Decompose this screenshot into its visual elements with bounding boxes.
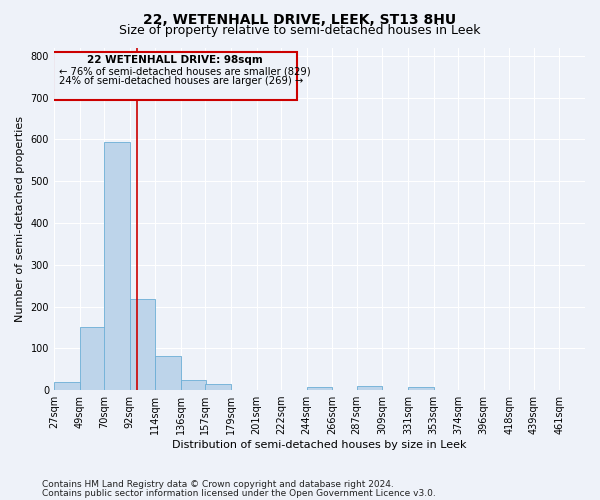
Bar bbox=[307, 387, 332, 390]
Bar bbox=[357, 386, 382, 390]
Text: Contains public sector information licensed under the Open Government Licence v3: Contains public sector information licen… bbox=[42, 488, 436, 498]
Text: Size of property relative to semi-detached houses in Leek: Size of property relative to semi-detach… bbox=[119, 24, 481, 37]
Bar bbox=[130, 300, 155, 390]
Bar bbox=[181, 380, 206, 390]
FancyBboxPatch shape bbox=[53, 52, 298, 100]
Bar bbox=[54, 382, 80, 390]
Text: 22, WETENHALL DRIVE, LEEK, ST13 8HU: 22, WETENHALL DRIVE, LEEK, ST13 8HU bbox=[143, 12, 457, 26]
Bar bbox=[80, 326, 105, 390]
Text: 22 WETENHALL DRIVE: 98sqm: 22 WETENHALL DRIVE: 98sqm bbox=[87, 55, 263, 65]
Y-axis label: Number of semi-detached properties: Number of semi-detached properties bbox=[15, 116, 25, 322]
Text: Contains HM Land Registry data © Crown copyright and database right 2024.: Contains HM Land Registry data © Crown c… bbox=[42, 480, 394, 489]
Text: ← 76% of semi-detached houses are smaller (829): ← 76% of semi-detached houses are smalle… bbox=[59, 66, 310, 76]
X-axis label: Distribution of semi-detached houses by size in Leek: Distribution of semi-detached houses by … bbox=[172, 440, 467, 450]
Bar bbox=[104, 142, 130, 390]
Text: 24% of semi-detached houses are larger (269) →: 24% of semi-detached houses are larger (… bbox=[59, 76, 303, 86]
Bar bbox=[408, 386, 434, 390]
Bar bbox=[155, 356, 181, 390]
Bar bbox=[205, 384, 231, 390]
